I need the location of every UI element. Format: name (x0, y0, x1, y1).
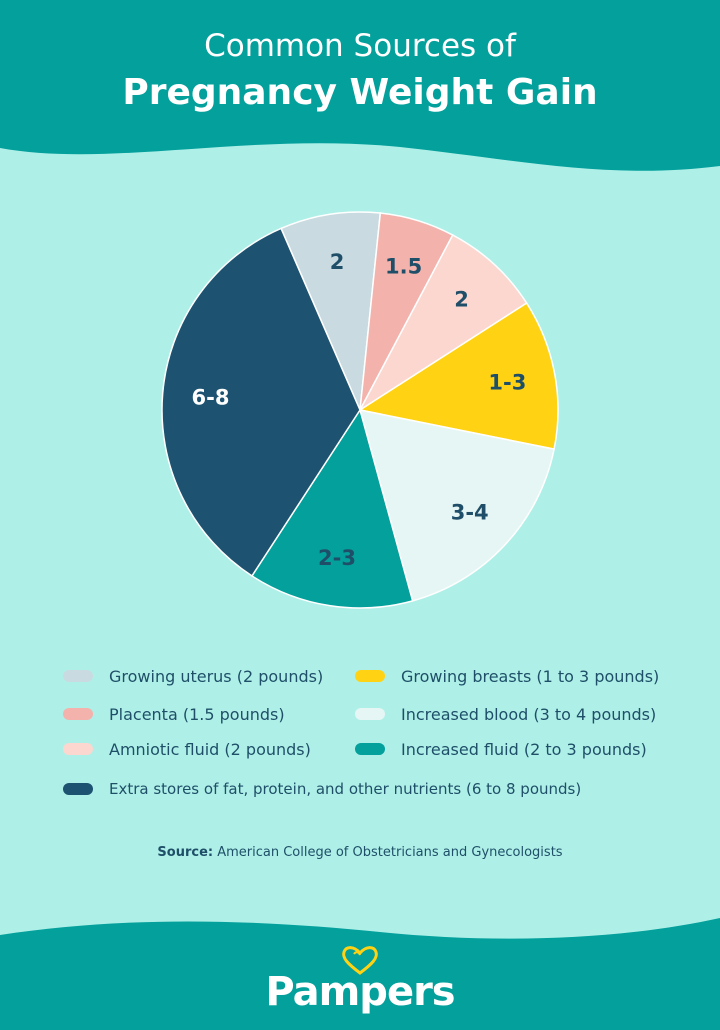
legend-swatch (63, 783, 93, 795)
pie-slice-0 (280, 211, 382, 413)
legend-item-extra-stores: Extra stores of fat, protein, and other … (63, 778, 581, 800)
pie-slice-2 (357, 234, 528, 413)
legend-swatch (355, 708, 385, 720)
pie-slice-5 (250, 408, 414, 609)
pampers-logo: Pampers (0, 945, 720, 1015)
pie-slice-4 (358, 409, 555, 602)
legend-label: Growing breasts (1 to 3 pounds) (401, 666, 660, 686)
legend-swatch (355, 670, 385, 682)
title-line-1: Common Sources of (204, 28, 516, 64)
legend-swatch (63, 670, 93, 682)
logo-wordmark: Pampers (265, 969, 455, 1015)
pie-slice-6 (161, 227, 361, 577)
pie-slice-label-3: 1-3 (488, 370, 526, 394)
legend-label: Extra stores of fat, protein, and other … (109, 780, 582, 798)
legend-item-growing-breasts: Growing breasts (1 to 3 pounds) (355, 665, 659, 687)
legend-item-increased-fluid: Increased fluid (2 to 3 pounds) (355, 738, 647, 760)
legend-swatch (63, 708, 93, 720)
pie-slice-label-5: 2-3 (318, 546, 356, 570)
legend-label: Placenta (1.5 pounds) (109, 704, 285, 724)
pie-slice-label-1: 1.5 (385, 255, 422, 279)
legend-label: Increased fluid (2 to 3 pounds) (401, 739, 647, 759)
header-band (0, 0, 720, 171)
title-line-2: Pregnancy Weight Gain (122, 72, 598, 113)
pie-slice-label-4: 3-4 (451, 500, 489, 524)
pie-slice-label-0: 2 (330, 250, 345, 274)
legend-item-amniotic-fluid: Amniotic fluid (2 pounds) (63, 738, 311, 760)
source-note: Source: American College of Obstetrician… (0, 845, 720, 860)
legend-item-increased-blood: Increased blood (3 to 4 pounds) (355, 703, 656, 725)
source-prefix: Source: (157, 845, 214, 860)
legend-swatch (355, 743, 385, 755)
pie-slice-label-2: 2 (454, 288, 469, 312)
heart-icon (342, 946, 378, 975)
pie-slice-3 (358, 302, 559, 451)
legend-label: Amniotic fluid (2 pounds) (109, 739, 311, 759)
legend-label: Growing uterus (2 pounds) (109, 666, 324, 686)
pie-slice-label-6: 6-8 (192, 386, 230, 410)
source-text: American College of Obstetricians and Gy… (213, 845, 563, 860)
legend-label: Increased blood (3 to 4 pounds) (401, 704, 657, 724)
legend-item-placenta: Placenta (1.5 pounds) (63, 703, 285, 725)
legend-swatch (63, 743, 93, 755)
legend-item-growing-uterus: Growing uterus (2 pounds) (63, 665, 323, 687)
